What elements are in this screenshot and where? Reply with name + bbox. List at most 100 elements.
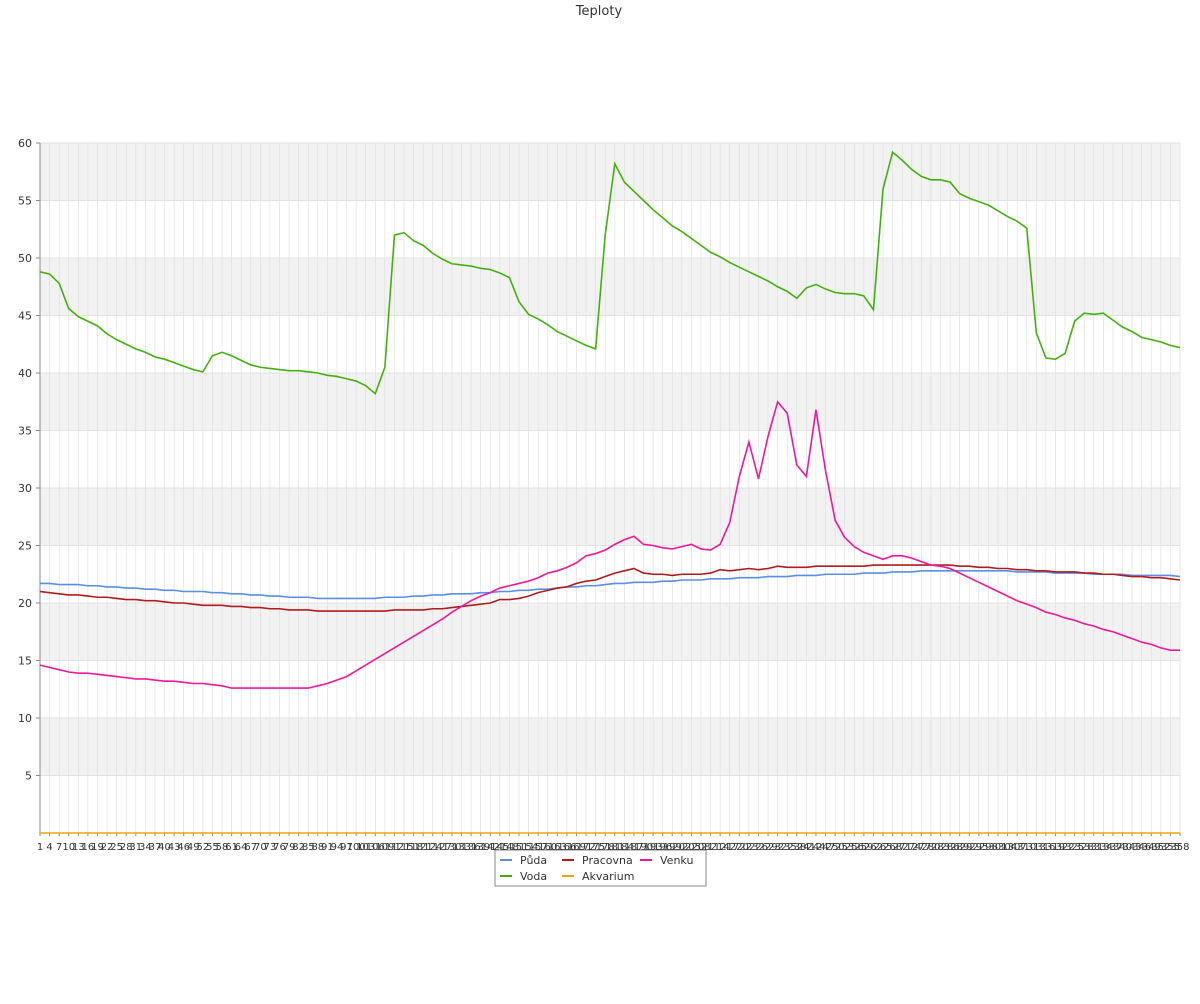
y-tick-label: 45: [18, 310, 32, 323]
x-tick-label: 235: [778, 842, 797, 853]
x-tick-label: 85: [302, 842, 315, 853]
x-tick-label: 313: [1027, 842, 1046, 853]
x-tick-label: 262: [864, 842, 883, 853]
x-tick-label: 226: [749, 842, 768, 853]
x-tick-label: 49: [187, 842, 200, 853]
x-tick-label: 328: [1075, 842, 1094, 853]
x-tick-label: 322: [1055, 842, 1074, 853]
x-tick-label: 190: [634, 842, 653, 853]
x-tick-label: 127: [433, 842, 452, 853]
x-tick-label: 232: [768, 842, 787, 853]
x-tick-label: 145: [490, 842, 509, 853]
x-tick-label: 136: [462, 842, 481, 853]
legend-label: Půda: [520, 854, 547, 867]
x-tick-label: 349: [1142, 842, 1161, 853]
series-line: [39, 564, 1181, 612]
series-line: [39, 400, 1180, 689]
x-tick-label: 331: [1084, 842, 1103, 853]
x-tick-label: 112: [385, 842, 404, 853]
x-tick-label: 214: [711, 842, 730, 853]
x-tick-label: 223: [739, 842, 758, 853]
y-tick-label: 55: [18, 195, 32, 208]
x-tick-label: 271: [893, 842, 912, 853]
legend-label: Venku: [660, 854, 693, 867]
plot-band: [40, 373, 1180, 431]
x-tick-label: 115: [394, 842, 413, 853]
x-tick-label: 22: [101, 842, 114, 853]
x-tick-label: 139: [471, 842, 490, 853]
x-tick-label: 163: [548, 842, 567, 853]
x-tick-label: 40: [158, 842, 171, 853]
plot-band: [40, 603, 1180, 661]
x-tick-label: 184: [615, 842, 634, 853]
x-tick-label: 160: [538, 842, 557, 853]
chart-title: Teploty: [575, 4, 623, 19]
x-tick-label: 151: [509, 842, 528, 853]
x-tick-label: 13: [72, 842, 85, 853]
x-tick-label: 217: [720, 842, 739, 853]
x-tick-label: 307: [1008, 842, 1027, 853]
legend-label: Akvarium: [582, 870, 634, 883]
y-tick-label: 40: [18, 367, 32, 380]
x-tick-label: 274: [902, 842, 921, 853]
x-tick-label: 157: [529, 842, 548, 853]
plot-band: [40, 718, 1180, 776]
x-tick-label: 250: [826, 842, 845, 853]
y-tick-label: 30: [18, 482, 32, 495]
x-tick-label: 106: [366, 842, 385, 853]
x-tick-label: 19: [91, 842, 104, 853]
plot-bands: [40, 143, 1180, 776]
y-tick-label: 15: [18, 655, 32, 668]
x-tick-label: 118: [404, 842, 423, 853]
x-tick-label: 37: [149, 842, 162, 853]
x-tick-label: 91: [321, 842, 334, 853]
x-tick-label: 169: [567, 842, 586, 853]
x-tick-label: 238: [787, 842, 806, 853]
y-tick-label: 60: [18, 137, 32, 150]
x-tick-label: 352: [1151, 842, 1170, 853]
x-tick-label: 340: [1113, 842, 1132, 853]
x-tick-label: 298: [979, 842, 998, 853]
x-tick-label: 202: [672, 842, 691, 853]
x-tick-label: 64: [235, 842, 248, 853]
x-tick-label: 121: [414, 842, 433, 853]
x-tick-label: 199: [663, 842, 682, 853]
x-tick-label: 28: [120, 842, 133, 853]
x-tick-label: 346: [1132, 842, 1151, 853]
plot-band: [40, 488, 1180, 546]
x-tick-label: 25: [110, 842, 123, 853]
x-tick-label: 52: [196, 842, 209, 853]
x-tick-label: 193: [644, 842, 663, 853]
plot-band: [40, 258, 1180, 316]
x-tick-label: 301: [988, 842, 1007, 853]
x-tick-label: 253: [835, 842, 854, 853]
x-tick-label: 280: [921, 842, 940, 853]
x-tick-label: 247: [816, 842, 835, 853]
x-tick-label: 283: [931, 842, 950, 853]
x-tick-label: 148: [500, 842, 519, 853]
x-tick-label: 319: [1046, 842, 1065, 853]
x-tick-label: 220: [730, 842, 749, 853]
x-tick-label: 289: [950, 842, 969, 853]
x-tick-label: 109: [375, 842, 394, 853]
x-tick-label: 88: [311, 842, 324, 853]
x-tick-label: 94: [331, 842, 344, 853]
x-tick-label: 103: [356, 842, 375, 853]
x-tick-label: 205: [682, 842, 701, 853]
x-tick-label: 277: [912, 842, 931, 853]
x-tick-label: 31: [129, 842, 142, 853]
series-line: [40, 569, 1181, 600]
x-tick-label: 142: [481, 842, 500, 853]
y-tick-label: 35: [18, 425, 32, 438]
x-tick-label: 187: [624, 842, 643, 853]
x-tick-label: 292: [960, 842, 979, 853]
x-tick-label: 133: [452, 842, 471, 853]
y-tick-label: 20: [18, 597, 32, 610]
x-tick-label: 58: [216, 842, 229, 853]
x-tick-label: 73: [264, 842, 277, 853]
x-tick-label: 61: [225, 842, 238, 853]
y-tick-label: 50: [18, 252, 32, 265]
x-tick-label: 355: [1161, 842, 1180, 853]
x-tick-label: 259: [854, 842, 873, 853]
